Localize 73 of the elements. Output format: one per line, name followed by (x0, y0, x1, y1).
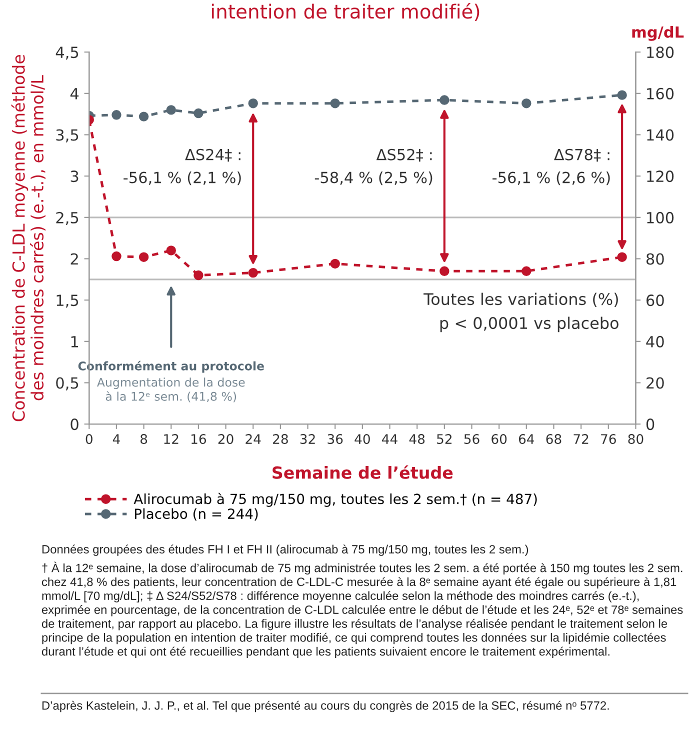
x-axis-title: Semaine de l’étude (272, 465, 453, 479)
x-tick-label: 52 (437, 434, 452, 444)
y-tick-label: 2,5 (56, 212, 78, 225)
x-tick-label: 20 (218, 434, 234, 444)
y2-tick-label: 80 (646, 253, 664, 265)
point (248, 268, 258, 278)
point (440, 266, 450, 276)
annotation: Toutes les variations (%) p < 0,0001 vs placebo (424, 292, 618, 332)
x-tick-label: 64 (518, 434, 534, 444)
point (617, 90, 627, 100)
point (166, 246, 176, 256)
point (330, 258, 340, 269)
y2-tick-label: 140 (647, 129, 674, 141)
y-tick-label: 2 (70, 253, 78, 265)
point (138, 112, 149, 122)
point (194, 108, 204, 118)
x-tick-label: 80 (628, 434, 644, 444)
y2-tick-label: 180 (647, 46, 674, 58)
y2-axis-title: mg/dL (632, 26, 684, 41)
x-tick-label: 8 (140, 434, 148, 444)
point (194, 270, 204, 280)
y2-tick-label: 160 (647, 88, 674, 100)
y-tick-label: 4 (70, 88, 79, 100)
y2-tick-label: 100 (647, 212, 674, 224)
y-tick-label: 1,5 (56, 294, 78, 308)
point (112, 110, 122, 120)
y-tick-label: 3,5 (56, 129, 78, 142)
x-tick-label: 4 (112, 434, 120, 444)
x-tick-label: 12 (164, 434, 178, 444)
x-tick-label: 24 (246, 434, 261, 444)
x-tick-label: 76 (601, 434, 616, 444)
y-tick-label: 1 (71, 336, 78, 348)
y-tick-label: 0,5 (56, 377, 78, 390)
x-tick-label: 36 (328, 434, 343, 444)
annotation: Augmentation de la dose à la 12ᵉ sem. (41,8 %) (97, 378, 245, 402)
y-tick-label: 0 (70, 418, 78, 430)
x-tick-label: 60 (492, 434, 507, 444)
x-tick-label: 72 (574, 434, 588, 444)
point (617, 252, 627, 262)
y2-tick-label: 60 (646, 294, 664, 306)
y2-tick-label: 40 (646, 336, 664, 348)
y2-tick-label: 0 (646, 418, 654, 430)
point (138, 252, 149, 262)
point (330, 98, 340, 108)
point (166, 105, 176, 115)
chart-title: intention de traiter modifié) (212, 2, 480, 22)
x-tick-label: 0 (86, 434, 92, 444)
point (440, 95, 450, 105)
point (248, 98, 258, 108)
y-tick-label: 4,5 (56, 46, 78, 60)
annotation: ΔS52‡ : -58,4 % (2,5 %) (314, 148, 432, 186)
x-tick-label: 48 (409, 434, 425, 444)
text: Données groupées des études FH I et FH II (alirocumab à 75 mg/150 mg, toutes les 2 sem.) (42, 544, 528, 556)
x-tick-label: 40 (354, 434, 370, 444)
y2-tick-label: 120 (647, 170, 674, 182)
legend-label: Alirocumab à 75 mg/150 mg, toutes les 2 sem.† (n = 487) (134, 492, 537, 507)
x-tick-label: 16 (192, 434, 206, 444)
text: D’après Kastelein, J. J. P., et al. Tel que présenté au cours du congrès de 2015 de la SEC, résumé nᵒ 5772. (42, 700, 609, 712)
text: † À la 12ᵉ semaine, la dose d’alirocumab de 75 mg administrée toutes les 2 sem. a été portée à 150 mg toutes les 2 sem. chez 41,8 % des patients, leur concentration de C-LDL-C mesurée à la 8ᵉ semaine ayant été égale ou supérieure à 1,81 mmol/L [70 mg/dL]; ‡ Δ S24/S52/S78 : différence moyenne calculée selon la méthode des moindres carrés (e.-t.), exprimée en pourcentage, de la concentration de C-LDL calculée entre le début de l’étude et les 24ᵉ, 52ᵉ et 78ᵉ semaines de traitement, par rapport au placebo. La figure illustre les résultats de l’analyse réalisée pendant le traitement selon le principe de la population en intention de traiter modifié, ce qui comprend toutes les données sur la lipidémie collectées durant l’étude et qui ont été recueillies pendant que les patients suivaient encore le traitement expérimental. (42, 562, 683, 658)
point (522, 266, 532, 276)
y-tick-label: 3 (70, 170, 78, 182)
y2-tick-label: 20 (646, 377, 664, 389)
x-tick-label: 32 (300, 434, 315, 444)
x-tick-label: 44 (382, 434, 398, 444)
x-tick-label: 68 (546, 434, 562, 444)
y-axis-title: Concentration de C-LDL moyenne (méthode des moindres carrés) (e.-t.), en mmol/L (11, 54, 46, 422)
point (522, 98, 532, 108)
x-tick-label: 28 (273, 434, 288, 444)
x-tick-label: 56 (464, 434, 480, 444)
annotation: ΔS24‡ : -56,1 % (2,1 %) (124, 148, 241, 186)
legend-label: Placebo (n = 244) (134, 508, 258, 521)
point (112, 251, 122, 262)
annotation: ΔS78‡ : -56,1 % (2,6 %) (492, 148, 610, 186)
